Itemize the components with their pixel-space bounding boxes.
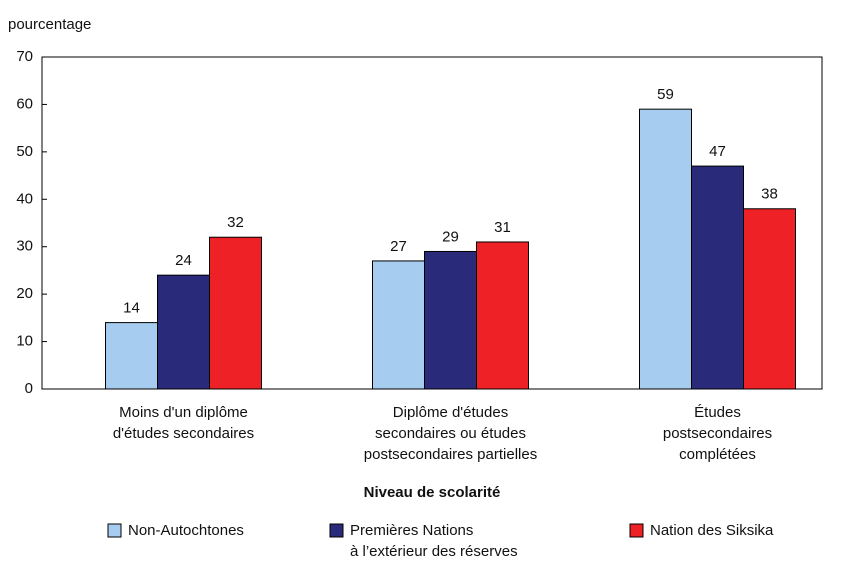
y-axis-label: pourcentage	[8, 16, 91, 33]
y-tick-label: 60	[16, 95, 33, 112]
x-tick-label: complétées	[679, 446, 756, 463]
data-label: 14	[123, 300, 140, 317]
data-label: 27	[390, 238, 407, 255]
legend-label: à l’extérieur des réserves	[350, 543, 518, 560]
bar	[424, 250, 477, 390]
x-tick-label: secondaires ou études	[375, 425, 526, 442]
bar	[639, 108, 692, 390]
bar	[743, 208, 796, 390]
data-label: 32	[227, 214, 244, 231]
y-tick-label: 30	[16, 238, 33, 255]
y-tick-label: 0	[25, 380, 33, 397]
y-tick-label: 50	[16, 143, 33, 160]
legend-label: Non-Autochtones	[128, 522, 244, 539]
y-tick-label: 40	[16, 190, 33, 207]
x-tick-label: d'études secondaires	[113, 425, 254, 442]
legend-swatch	[329, 523, 344, 538]
data-label: 24	[175, 252, 192, 269]
data-label: 31	[494, 219, 511, 236]
y-tick-label: 20	[16, 285, 33, 302]
x-tick-label: postsecondaires	[663, 425, 772, 442]
legend-label: Nation des Siksika	[650, 522, 774, 539]
data-label: 59	[657, 86, 674, 103]
x-tick-label: Études	[694, 404, 741, 421]
legend-label: Premières Nations	[350, 522, 473, 539]
x-tick-label: Moins d'un diplôme	[119, 404, 248, 421]
bar	[372, 260, 425, 390]
x-axis-label: Niveau de scolarité	[364, 484, 501, 501]
legend-swatch	[629, 523, 644, 538]
y-tick-label: 10	[16, 333, 33, 350]
data-label: 38	[761, 186, 778, 203]
data-label: 29	[442, 228, 459, 245]
y-tick-label: 70	[16, 48, 33, 65]
bar	[691, 165, 744, 390]
bar	[157, 274, 210, 390]
x-tick-label: Diplôme d'études	[393, 404, 508, 421]
data-label: 47	[709, 143, 726, 160]
bar	[105, 322, 158, 390]
x-tick-label: postsecondaires partielles	[364, 446, 537, 463]
bar	[209, 236, 262, 390]
bar	[476, 241, 529, 390]
legend-swatch	[107, 523, 122, 538]
